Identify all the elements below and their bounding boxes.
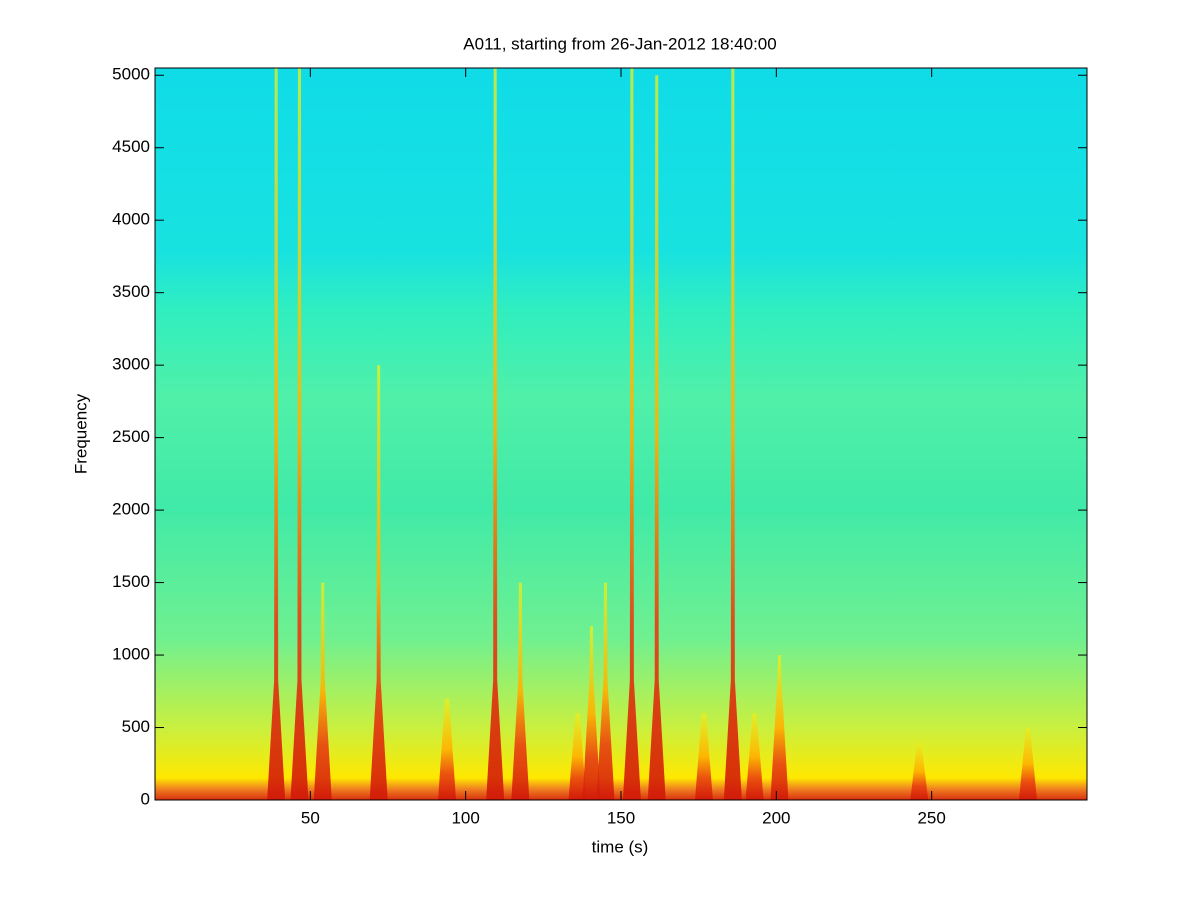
y-axis-label: Frequency (71, 393, 90, 474)
x-tick-label: 150 (607, 808, 635, 827)
y-tick-label: 2500 (112, 427, 150, 446)
y-tick-label: 5000 (112, 65, 150, 84)
y-tick-label: 4500 (112, 137, 150, 156)
burst (369, 365, 388, 800)
y-tick-label: 4000 (112, 210, 150, 229)
y-tick-label: 1000 (112, 645, 150, 664)
x-tick-label: 100 (451, 808, 479, 827)
y-tick-label: 500 (122, 717, 150, 736)
bursts (267, 68, 1037, 800)
burst (622, 68, 641, 800)
burst (694, 713, 713, 800)
burst (511, 582, 530, 800)
x-tick-label: 250 (917, 808, 945, 827)
burst (313, 582, 332, 800)
x-axis-label: time (s) (592, 837, 649, 856)
x-tick-label: 50 (301, 808, 320, 827)
spectrogram-background (155, 68, 1087, 800)
burst (582, 626, 601, 800)
y-tick-label: 3000 (112, 355, 150, 374)
y-tick-label: 0 (141, 789, 150, 808)
burst (486, 68, 505, 800)
chart-title: A011, starting from 26-Jan-2012 18:40:00 (463, 34, 776, 53)
burst (568, 713, 587, 800)
burst (910, 742, 929, 800)
burst (1018, 727, 1037, 800)
burst (723, 68, 742, 800)
burst (267, 68, 286, 800)
y-tick-label: 1500 (112, 572, 150, 591)
y-tick-label: 2000 (112, 500, 150, 519)
burst (596, 582, 615, 800)
burst (745, 713, 764, 800)
burst (290, 68, 309, 800)
y-tick-label: 3500 (112, 282, 150, 301)
burst (770, 655, 789, 800)
x-tick-label: 200 (762, 808, 790, 827)
burst (438, 698, 457, 800)
burst (647, 75, 666, 800)
